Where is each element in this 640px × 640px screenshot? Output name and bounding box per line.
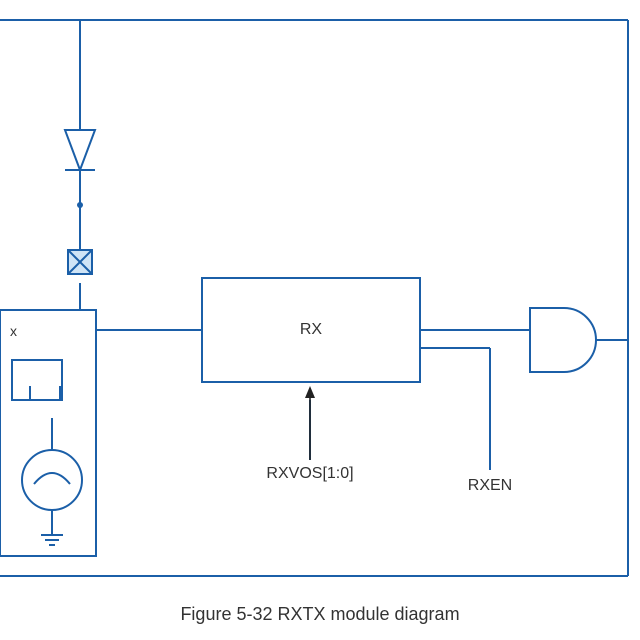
- leftbox: [0, 310, 96, 556]
- and-gate-icon: [530, 308, 596, 372]
- leftbox-x-label: x: [10, 323, 17, 339]
- rxen-label: RXEN: [468, 477, 512, 494]
- figure-caption: Figure 5-32 RXTX module diagram: [180, 604, 459, 624]
- rxtx-module-diagram: x RX RXVOS[1:0] RXEN Figure 5-32 RXTX module…: [0, 0, 640, 640]
- current-source-icon: [22, 450, 82, 510]
- leftbox-notch: [30, 386, 60, 400]
- rx-block-label: RX: [300, 321, 323, 338]
- rxvos-label: RXVOS[1:0]: [266, 465, 353, 482]
- junction-node: [77, 202, 83, 208]
